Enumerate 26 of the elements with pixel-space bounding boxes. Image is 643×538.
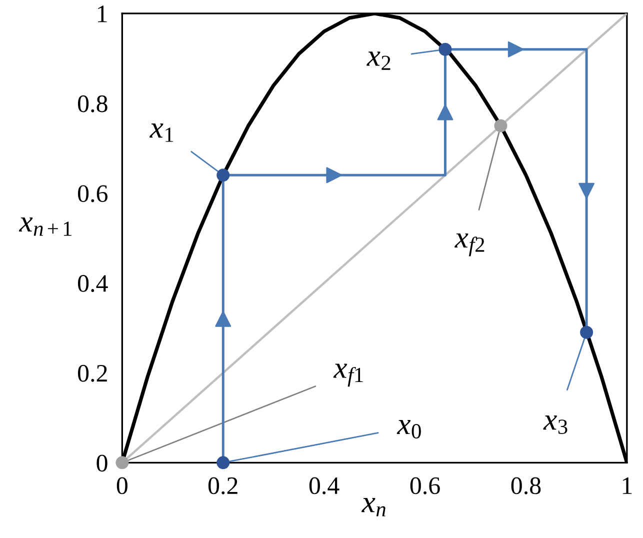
x-axis-title: x$_{n}$ (361, 498, 386, 516)
x-tick-label: 0.4 (309, 477, 340, 494)
x-tick-label: 0 (116, 477, 128, 494)
point (116, 456, 129, 470)
point (580, 326, 594, 339)
annotation: x$_{f1}$ (333, 364, 363, 387)
point (216, 456, 230, 470)
point (216, 168, 230, 182)
y-tick-label: 1 (98, 6, 107, 22)
annotation: x$_{0}$ (396, 420, 421, 438)
y-tick-label: 0 (96, 454, 108, 472)
point (438, 42, 452, 56)
annotation: x$_{2}$ (366, 52, 390, 70)
y-tick-label: 0.4 (78, 275, 108, 292)
x-tick-label: 0.8 (511, 477, 541, 494)
x-tick-label: 0.2 (208, 477, 238, 494)
annotation: x$_{f2}$ (454, 233, 484, 256)
point (494, 119, 508, 132)
annotation: x$_{1}$ (149, 124, 174, 142)
x-tick-label: 0.6 (410, 477, 440, 494)
y-axis-title: x$_{n+1}$ (18, 218, 72, 236)
annotation: x$_{3}$ (543, 416, 568, 434)
y-tick-label: 0.6 (78, 185, 108, 202)
y-tick-label: 0.2 (78, 364, 107, 382)
x-tick-label: 1 (622, 477, 632, 494)
y-tick-label: 0.8 (78, 95, 108, 112)
